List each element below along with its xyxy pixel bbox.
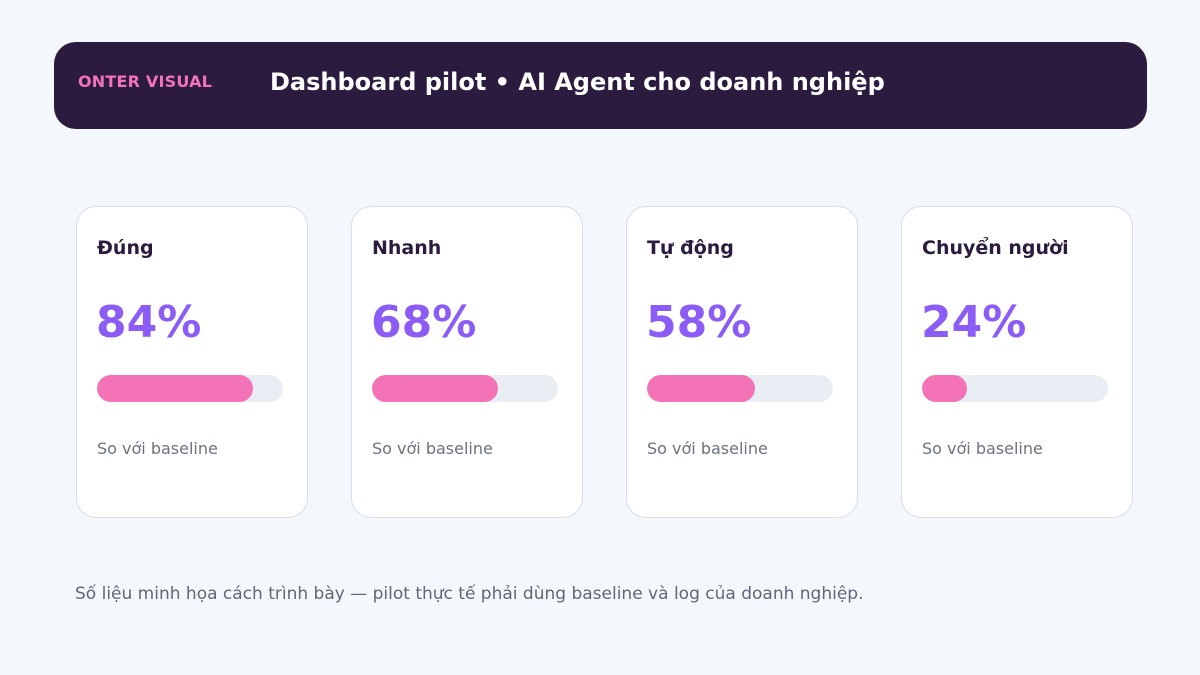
metric-value: 58% xyxy=(646,297,752,348)
metric-note: So với baseline xyxy=(97,439,218,458)
progress-fill xyxy=(647,375,755,402)
page-title: Dashboard pilot • AI Agent cho doanh ngh… xyxy=(270,68,885,96)
progress-track xyxy=(97,375,283,402)
metric-label: Tự động xyxy=(647,237,734,259)
header-banner: ONTER VISUAL Dashboard pilot • AI Agent … xyxy=(54,42,1147,129)
metric-card-dung: Đúng 84% So với baseline xyxy=(76,206,308,518)
progress-fill xyxy=(97,375,254,402)
progress-fill xyxy=(372,375,499,402)
metric-card-nhanh: Nhanh 68% So với baseline xyxy=(351,206,583,518)
progress-track xyxy=(647,375,833,402)
metric-note: So với baseline xyxy=(372,439,493,458)
metric-label: Nhanh xyxy=(372,237,442,259)
metric-value: 24% xyxy=(921,297,1027,348)
footnote: Số liệu minh họa cách trình bày — pilot … xyxy=(75,584,864,604)
brand-logo-text: ONTER VISUAL xyxy=(78,72,213,91)
metric-card-tu-dong: Tự động 58% So với baseline xyxy=(626,206,858,518)
metric-label: Chuyển người xyxy=(922,237,1069,259)
metric-note: So với baseline xyxy=(647,439,768,458)
progress-fill xyxy=(922,375,967,402)
metric-value: 84% xyxy=(96,297,202,348)
metric-card-chuyen-nguoi: Chuyển người 24% So với baseline xyxy=(901,206,1133,518)
metric-value: 68% xyxy=(371,297,477,348)
progress-track xyxy=(922,375,1108,402)
progress-track xyxy=(372,375,558,402)
metric-label: Đúng xyxy=(97,237,154,259)
metric-note: So với baseline xyxy=(922,439,1043,458)
